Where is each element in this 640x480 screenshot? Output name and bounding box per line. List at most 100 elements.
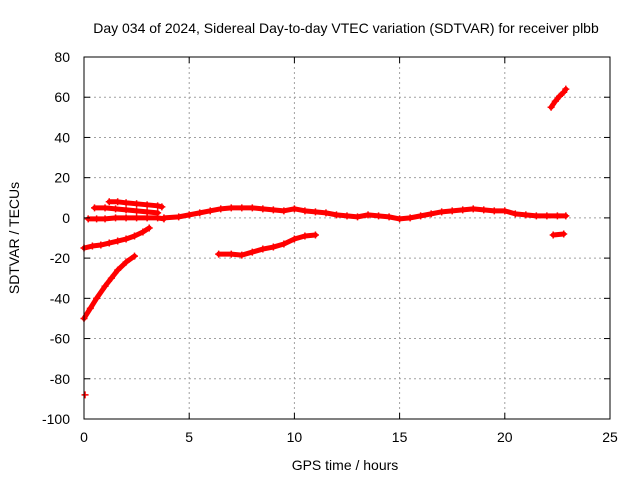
data-point — [143, 201, 151, 209]
data-point — [101, 215, 109, 223]
data-series — [105, 198, 166, 211]
data-point — [343, 212, 351, 220]
data-point — [438, 208, 446, 216]
x-tick-label: 0 — [80, 429, 88, 445]
data-point — [122, 235, 130, 243]
data-point — [311, 208, 319, 216]
data-series — [80, 224, 153, 252]
data-point — [215, 250, 223, 258]
grid-lines — [84, 57, 610, 419]
data-series — [81, 391, 89, 399]
data-point — [354, 213, 362, 221]
data-point — [88, 242, 96, 250]
y-tick-label: -60 — [50, 331, 70, 347]
data-series — [549, 230, 568, 239]
data-point — [562, 85, 570, 93]
data-point — [154, 202, 162, 210]
x-tick-label: 5 — [185, 429, 193, 445]
data-trace — [81, 253, 137, 321]
data-point — [385, 213, 393, 221]
data-point — [217, 205, 225, 213]
data-point — [105, 198, 113, 206]
data-point — [97, 241, 105, 249]
data-series — [547, 85, 570, 111]
data-point — [301, 232, 309, 240]
y-tick-label: 60 — [54, 89, 70, 105]
data-point — [84, 215, 92, 223]
data-point — [101, 282, 109, 290]
axis-ticks: 0 5 10 15 20 25 80 60 40 20 0 -20 -40 -60 -80 -100 — [42, 49, 618, 445]
data-point — [101, 204, 109, 212]
data-point — [114, 198, 122, 206]
data-series — [215, 231, 319, 259]
data-point — [311, 231, 319, 239]
data-trace — [216, 232, 318, 258]
x-axis-label: GPS time / hours — [292, 457, 399, 473]
data-point — [154, 209, 162, 217]
data-point — [301, 207, 309, 215]
data-point — [269, 243, 277, 251]
y-axis-label: SDTVAR / TECUs — [6, 182, 22, 294]
data-point — [480, 206, 488, 214]
data-point — [107, 274, 115, 282]
x-tick-label: 10 — [287, 429, 303, 445]
data-point — [238, 204, 246, 212]
data-point — [122, 258, 130, 266]
data-point — [549, 231, 557, 239]
data-point — [143, 208, 151, 216]
chart-title: Day 034 of 2024, Sidereal Day-to-day VTE… — [93, 20, 599, 36]
data-point — [93, 215, 101, 223]
data-point — [406, 214, 414, 222]
data-point — [122, 199, 130, 207]
x-tick-label: 20 — [497, 429, 513, 445]
data-point — [364, 211, 372, 219]
data-point — [139, 228, 147, 236]
data-point — [501, 207, 509, 215]
data-trace — [81, 225, 152, 251]
data-point — [227, 250, 235, 258]
data-point — [114, 266, 122, 274]
y-tick-label: 0 — [62, 210, 70, 226]
data-point — [130, 252, 138, 260]
x-tick-label: 25 — [602, 429, 618, 445]
data-point — [562, 212, 570, 220]
data-points — [80, 85, 570, 399]
data-point — [259, 205, 267, 213]
data-point — [553, 212, 561, 220]
data-point — [122, 206, 130, 214]
data-point — [269, 206, 277, 214]
data-point — [290, 235, 298, 243]
data-series — [160, 204, 570, 223]
data-point — [112, 205, 120, 213]
data-point — [290, 205, 298, 213]
data-point — [556, 92, 564, 100]
y-tick-label: -80 — [50, 371, 70, 387]
data-point — [105, 239, 113, 247]
data-point — [248, 248, 256, 256]
data-point — [133, 214, 141, 222]
data-series — [80, 252, 138, 322]
data-point — [427, 210, 435, 218]
data-point — [459, 206, 467, 214]
data-point — [322, 209, 330, 217]
data-point — [81, 391, 89, 399]
data-point — [196, 209, 204, 217]
data-point — [238, 251, 246, 259]
y-tick-label: -40 — [50, 290, 70, 306]
data-point — [122, 214, 130, 222]
data-point — [133, 207, 141, 215]
data-series — [84, 214, 168, 223]
data-point — [114, 237, 122, 245]
data-point — [160, 214, 168, 222]
data-point — [532, 212, 540, 220]
data-point — [417, 212, 425, 220]
data-point — [448, 207, 456, 215]
plot-border — [83, 56, 611, 420]
data-point — [332, 211, 340, 219]
data-point — [206, 207, 214, 215]
data-point — [143, 214, 151, 222]
data-point — [560, 230, 568, 238]
data-point — [91, 204, 99, 212]
data-point — [490, 207, 498, 215]
data-point — [280, 207, 288, 215]
